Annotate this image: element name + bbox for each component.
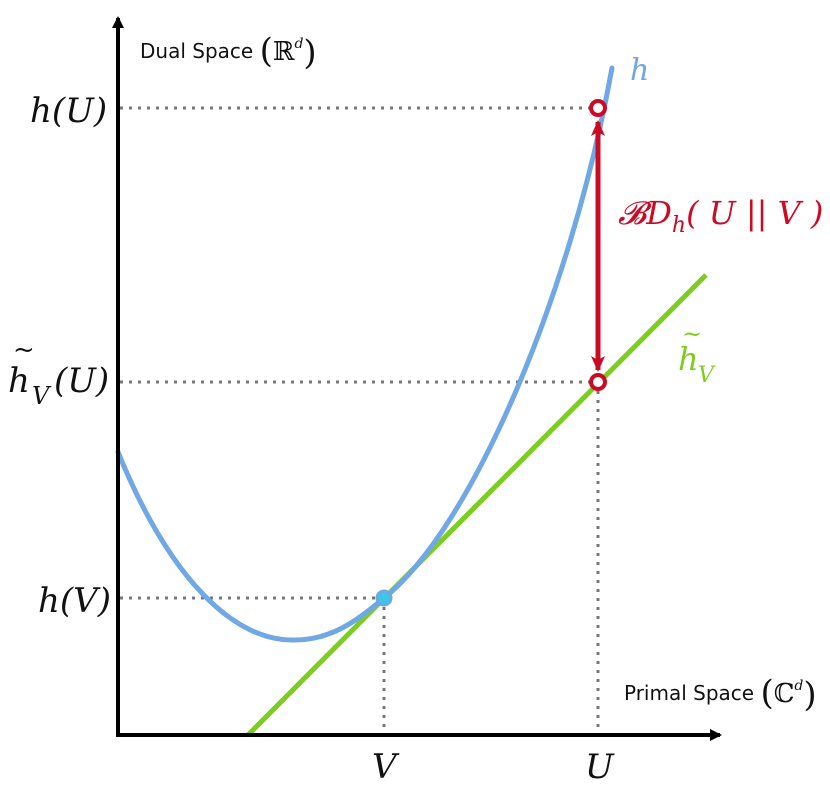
tangent-line — [246, 273, 708, 737]
svg-text:(U): (U) — [54, 361, 109, 401]
label-h-V: h(V) — [38, 581, 111, 621]
y-axis-title: Dual Space (ℝd) — [140, 31, 317, 73]
guide-lines — [120, 106, 600, 735]
label-h-U: h(U) — [30, 91, 107, 131]
svg-text:h: h — [678, 340, 699, 378]
svg-text:V: V — [32, 382, 52, 410]
point-h-V — [375, 589, 393, 607]
label-tangent: h ~ V — [678, 320, 716, 388]
label-h-tilde-V-U: h ~ V (U) — [8, 335, 109, 410]
point-h-U — [589, 99, 607, 117]
curve-h — [115, 65, 615, 643]
svg-text:h: h — [8, 361, 30, 401]
label-curve-h: h — [630, 53, 649, 88]
x-axis-title: Primal Space (ℂd) — [624, 673, 817, 715]
svg-text:~: ~ — [13, 335, 35, 365]
svg-text:~: ~ — [682, 320, 702, 348]
point-h-tilde-V-U — [589, 373, 607, 391]
label-x-V: V — [372, 747, 400, 787]
svg-text:𝓑Dh( U || V ): 𝓑Dh( U || V ) — [618, 194, 823, 238]
label-x-U: U — [585, 747, 615, 787]
axes — [112, 16, 722, 741]
label-bregman-divergence: 𝓑Dh( U || V ) — [618, 194, 823, 238]
svg-text:V: V — [698, 363, 716, 388]
